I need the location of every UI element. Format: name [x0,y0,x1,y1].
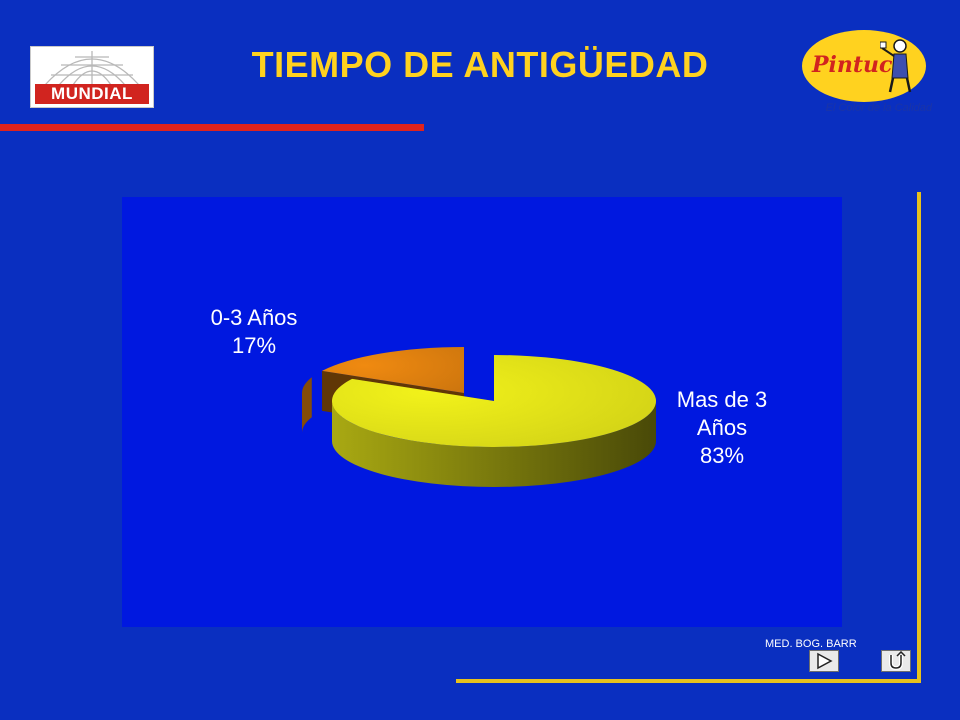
u-turn-icon [889,651,906,671]
pie-chart: Mas de 3 Años 83% 0-3 Años 17% [211,305,768,487]
globe-icon [44,51,140,86]
play-arrow-icon [817,652,833,670]
footer-note: MED. BOG. BARR [765,638,857,650]
pie-slice-label-1: 0-3 Años 17% [211,305,298,358]
mundial-logo: MUNDIAL [30,46,154,108]
next-button[interactable] [809,650,839,672]
pie-slice-label-0: Mas de 3 Años 83% [677,387,768,468]
pintuco-brand: Pintuco [812,52,908,78]
header-divider [0,124,424,131]
pintuco-tagline: El Color de la Calidad [825,102,932,114]
pintuco-logo: Pintuco El Color de la Calidad [798,30,932,118]
chart-area: Mas de 3 Años 83% 0-3 Años 17% [122,197,842,627]
frame-horizontal-line [456,679,921,683]
return-button[interactable] [881,650,911,672]
mundial-logo-text: MUNDIAL [35,84,149,104]
page-title: TIEMPO DE ANTIGÜEDAD [251,44,709,85]
pie-slice-0 [331,355,656,487]
painter-figure-icon [880,39,912,93]
frame-vertical-line [917,192,921,682]
